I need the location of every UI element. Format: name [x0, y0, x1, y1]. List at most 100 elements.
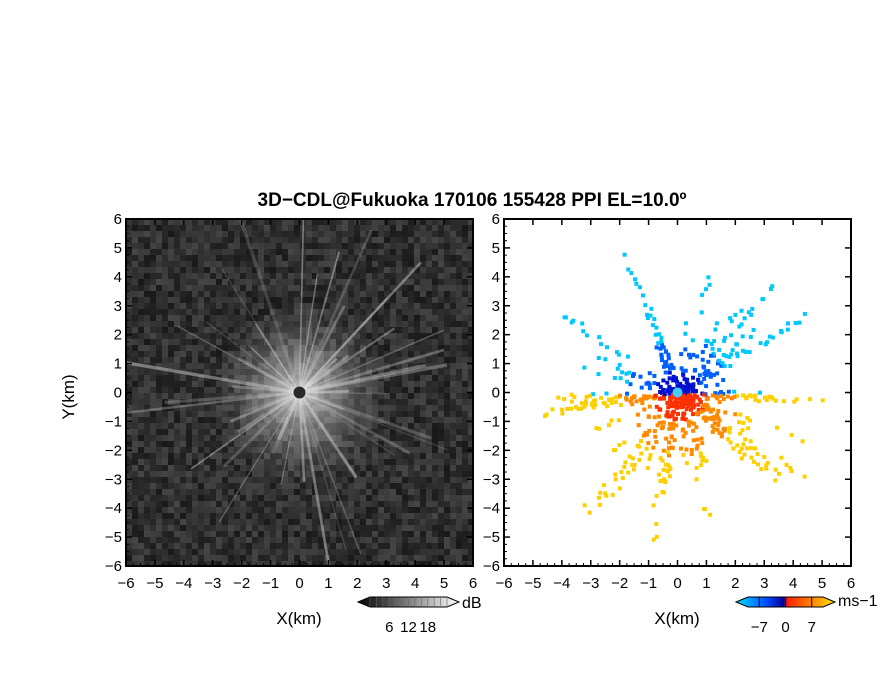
reflectivity-cell: [408, 333, 414, 339]
reflectivity-cell: [180, 453, 186, 459]
reflectivity-cell: [402, 249, 408, 255]
reflectivity-cell: [438, 471, 444, 477]
reflectivity-cell: [126, 279, 132, 285]
reflectivity-cell: [414, 531, 420, 537]
reflectivity-y-tick-label: 3: [114, 298, 122, 315]
reflectivity-cell: [162, 441, 168, 447]
velocity-cell: [684, 396, 689, 401]
reflectivity-cell: [438, 345, 444, 351]
reflectivity-cell: [156, 435, 162, 441]
reflectivity-cell: [240, 543, 246, 549]
reflectivity-cell: [162, 399, 168, 405]
reflectivity-cell: [348, 219, 354, 225]
reflectivity-cell: [450, 243, 456, 249]
reflectivity-cell: [216, 459, 222, 465]
reflectivity-cell: [294, 237, 300, 243]
reflectivity-cell: [234, 495, 240, 501]
velocity-cell: [603, 491, 608, 496]
reflectivity-cell: [420, 303, 426, 309]
reflectivity-cell: [348, 531, 354, 537]
reflectivity-cell: [444, 339, 450, 345]
reflectivity-cell: [384, 255, 390, 261]
reflectivity-cell: [306, 501, 312, 507]
reflectivity-cell: [186, 321, 192, 327]
reflectivity-cell: [234, 303, 240, 309]
reflectivity-cell: [408, 441, 414, 447]
reflectivity-cell: [210, 483, 216, 489]
reflectivity-cell: [240, 285, 246, 291]
reflectivity-cell: [384, 237, 390, 243]
reflectivity-cell: [156, 357, 162, 363]
reflectivity-cell: [228, 243, 234, 249]
velocity-cell: [719, 432, 724, 436]
reflectivity-cell: [438, 303, 444, 309]
reflectivity-cell: [192, 399, 198, 405]
reflectivity-cell: [414, 387, 420, 393]
reflectivity-cell: [432, 231, 438, 237]
reflectivity-cell: [150, 423, 156, 429]
reflectivity-cell: [402, 495, 408, 501]
reflectivity-cell: [276, 291, 282, 297]
velocity-cell: [667, 370, 672, 375]
reflectivity-cell: [330, 489, 336, 495]
reflectivity-cell: [156, 249, 162, 255]
reflectivity-cell: [420, 381, 426, 387]
reflectivity-cell: [450, 531, 456, 537]
reflectivity-cell: [324, 495, 330, 501]
velocity-cell: [686, 419, 691, 424]
reflectivity-cell: [264, 297, 270, 303]
reflectivity-cell: [414, 399, 420, 405]
reflectivity-cell: [330, 225, 336, 231]
reflectivity-cell: [198, 501, 204, 507]
reflectivity-cell: [222, 555, 228, 561]
reflectivity-cell: [360, 501, 366, 507]
reflectivity-cell: [138, 297, 144, 303]
reflectivity-cell: [252, 249, 258, 255]
reflectivity-cell: [360, 297, 366, 303]
reflectivity-cell: [468, 483, 473, 489]
reflectivity-cell: [144, 375, 150, 381]
velocity-x-tick-label: 1: [702, 575, 710, 592]
reflectivity-cell: [396, 495, 402, 501]
reflectivity-cell: [318, 537, 324, 543]
reflectivity-cell: [186, 507, 192, 513]
reflectivity-cell: [174, 405, 180, 411]
reflectivity-cell: [384, 429, 390, 435]
reflectivity-cell: [138, 429, 144, 435]
reflectivity-cell: [246, 519, 252, 525]
reflectivity-cell: [288, 249, 294, 255]
reflectivity-cell: [444, 483, 450, 489]
reflectivity-cell: [288, 243, 294, 249]
reflectivity-cell: [432, 261, 438, 267]
reflectivity-cell: [330, 273, 336, 279]
reflectivity-cell: [132, 309, 138, 315]
velocity-cell: [683, 331, 688, 336]
reflectivity-cell: [330, 495, 336, 501]
reflectivity-cell: [468, 243, 473, 249]
velocity-cell: [653, 394, 658, 399]
velocity-cell: [652, 317, 657, 322]
reflectivity-cell: [156, 333, 162, 339]
reflectivity-cell: [126, 429, 132, 435]
reflectivity-cell: [174, 363, 180, 369]
velocity-cell: [574, 405, 578, 410]
reflectivity-cell: [270, 291, 276, 297]
reflectivity-cell: [318, 489, 324, 495]
reflectivity-cell: [216, 225, 222, 231]
velocity-cell: [622, 252, 627, 257]
reflectivity-cell: [402, 561, 408, 566]
reflectivity-cell: [306, 255, 312, 261]
reflectivity-cell: [420, 267, 426, 273]
reflectivity-cell: [462, 327, 468, 333]
reflectivity-y-tick-label: −3: [105, 471, 122, 488]
reflectivity-cell: [426, 417, 432, 423]
velocity-cell: [750, 306, 755, 311]
reflectivity-x-ticks: −6 −5 −4 −3 −2 −1 0 1 2 3 4 5 6: [117, 219, 477, 592]
reflectivity-cell: [420, 315, 426, 321]
reflectivity-cell: [402, 291, 408, 297]
reflectivity-cell: [162, 489, 168, 495]
reflectivity-cell: [312, 543, 318, 549]
reflectivity-cell: [222, 309, 228, 315]
reflectivity-cell: [150, 501, 156, 507]
reflectivity-cell: [390, 357, 396, 363]
